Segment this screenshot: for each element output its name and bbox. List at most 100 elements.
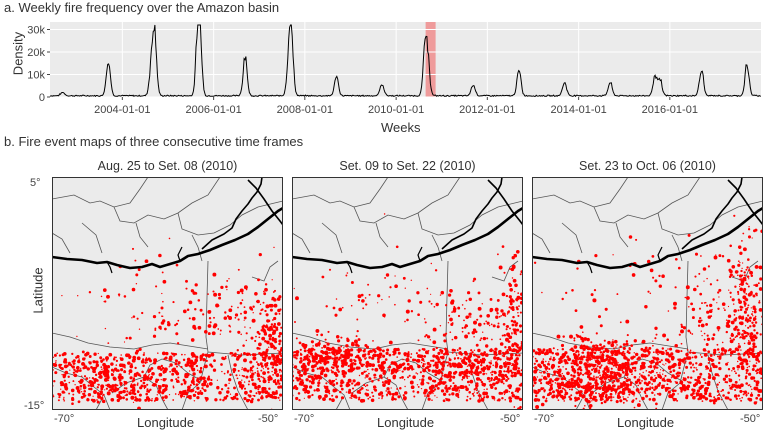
fire-point <box>433 369 438 373</box>
fire-point <box>718 366 722 371</box>
fire-point <box>740 383 744 388</box>
fire-point <box>495 361 498 364</box>
map-frame <box>52 177 283 410</box>
fire-point <box>223 316 228 320</box>
fire-point <box>271 353 273 356</box>
fire-point <box>649 292 652 295</box>
fire-point <box>365 360 370 365</box>
fire-point <box>590 385 595 389</box>
fire-point <box>104 367 107 370</box>
fire-point <box>716 396 721 401</box>
fire-point <box>500 315 502 317</box>
fire-point <box>93 378 97 382</box>
fire-point <box>154 327 157 330</box>
fire-point <box>140 379 143 383</box>
fire-point <box>743 330 746 332</box>
fire-point <box>347 348 351 352</box>
fire-point <box>676 399 679 402</box>
fire-point <box>744 279 747 282</box>
fire-point <box>470 349 473 352</box>
fire-point <box>658 284 662 288</box>
fire-point <box>707 375 712 380</box>
fire-point <box>451 322 454 325</box>
fire-point <box>656 393 659 395</box>
fire-point <box>375 386 377 389</box>
fire-point <box>506 325 509 328</box>
fire-point <box>560 389 563 392</box>
fire-point <box>202 313 205 316</box>
fire-point <box>86 397 89 400</box>
fire-point <box>404 287 406 289</box>
fire-point <box>307 395 311 399</box>
fire-point <box>739 261 741 264</box>
fire-point <box>461 330 464 333</box>
fire-point <box>542 348 546 352</box>
fire-point <box>501 245 505 248</box>
fire-point <box>255 335 257 338</box>
fire-point <box>331 357 334 360</box>
fire-point <box>265 366 267 369</box>
fire-point <box>251 353 256 357</box>
fire-point <box>262 301 265 304</box>
fire-point <box>501 396 504 400</box>
fire-point <box>563 395 567 399</box>
fire-point <box>560 377 564 381</box>
fire-point <box>733 394 738 398</box>
fire-point <box>92 366 97 371</box>
fire-point <box>197 299 201 302</box>
fire-point <box>337 358 341 361</box>
fire-point <box>508 396 512 400</box>
fire-point <box>346 338 350 343</box>
fire-point <box>711 376 716 381</box>
fire-point <box>755 396 759 400</box>
fire-point <box>116 384 119 387</box>
fire-point <box>331 370 334 374</box>
fire-point <box>303 356 305 358</box>
fire-point <box>678 371 682 375</box>
fire-point <box>630 344 634 347</box>
fire-point <box>728 268 732 272</box>
fire-point <box>743 302 747 306</box>
fire-point <box>704 301 707 304</box>
fire-point <box>340 336 343 339</box>
fire-point <box>110 397 115 402</box>
fire-point <box>533 381 537 385</box>
fire-point <box>585 363 590 368</box>
fire-point <box>402 358 404 361</box>
fire-point <box>613 380 616 383</box>
fire-point <box>532 376 537 381</box>
fire-point <box>394 275 396 277</box>
fire-point <box>509 299 513 304</box>
fire-point <box>717 393 721 396</box>
fire-point <box>325 370 328 372</box>
fire-point <box>447 373 452 378</box>
fire-point <box>315 357 318 361</box>
fire-point <box>758 301 761 304</box>
fire-point <box>131 380 134 383</box>
fire-point <box>112 388 117 393</box>
fire-point <box>622 346 626 350</box>
fire-point <box>247 383 250 386</box>
fire-point <box>447 322 450 324</box>
fire-point <box>591 377 596 381</box>
fire-point <box>691 356 694 359</box>
fire-point <box>321 356 326 361</box>
fire-point <box>437 360 441 364</box>
fire-point <box>716 302 718 304</box>
fire-point <box>128 369 133 374</box>
fire-point <box>393 347 398 352</box>
fire-point <box>464 334 469 339</box>
fire-point <box>648 371 651 374</box>
fire-point <box>154 379 159 384</box>
fire-point <box>347 390 352 394</box>
fire-point <box>589 352 594 356</box>
fire-point <box>662 384 665 388</box>
fire-point <box>695 367 697 369</box>
fire-point <box>605 393 608 397</box>
fire-point <box>92 395 94 397</box>
fire-point <box>187 394 192 399</box>
fire-point <box>80 391 83 393</box>
fire-point <box>640 353 645 358</box>
fire-point <box>716 373 719 377</box>
